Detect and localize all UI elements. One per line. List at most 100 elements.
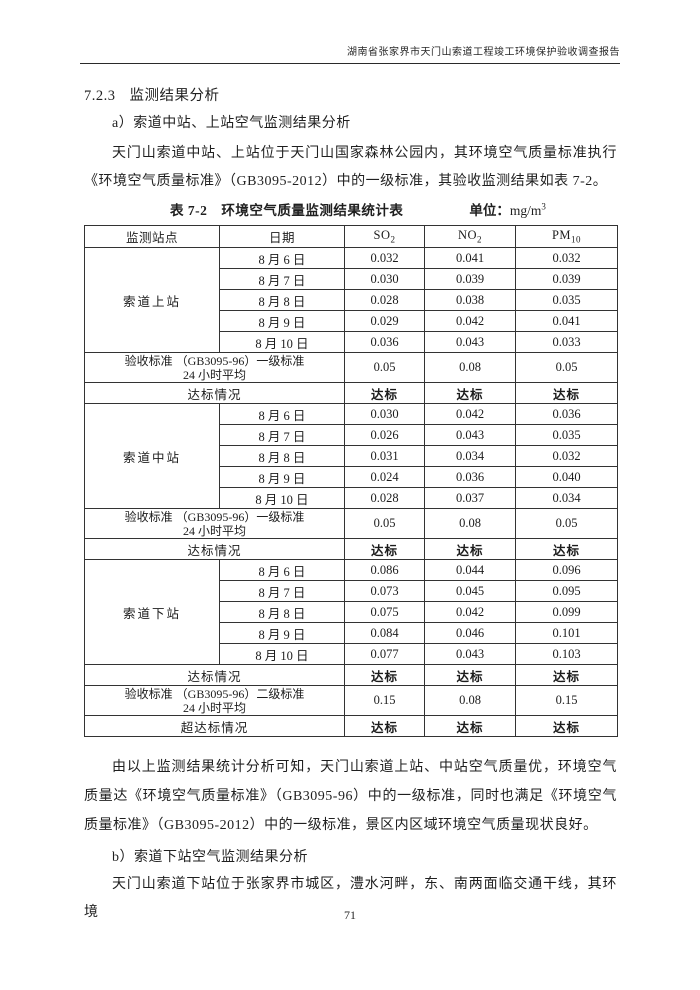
compliance-label-cell: 达标情况 [84,382,345,404]
value-cell: 0.084 [344,622,425,644]
table-row: 验收标准 （GB3095-96）二级标准 24 小时平均 0.15 0.08 0.15 [84,685,618,716]
value-cell: 0.042 [424,601,516,623]
value-cell: 0.040 [515,466,618,488]
column-header-date: 日期 [219,225,345,248]
standard-value-cell: 0.08 [424,508,516,539]
table-row: 达标情况 达标 达标 达标 [84,538,618,560]
standard-label-line2: 24 小时平均 [182,523,246,538]
standard-value-cell: 0.08 [424,685,516,716]
station-cell: 索道下站 [84,559,220,665]
value-cell: 0.041 [515,310,618,332]
value-cell: 0.030 [344,403,425,425]
value-cell: 0.035 [515,424,618,446]
value-cell: 0.037 [424,487,516,509]
table-row: 达标情况 达标 达标 达标 [84,382,618,404]
value-cell: 0.030 [344,268,425,290]
value-cell: 0.045 [424,580,516,602]
compliance-value-cell: 达标 [344,382,425,404]
date-cell: 8 月 6 日 [219,403,345,425]
standard-value-cell: 0.08 [424,352,516,383]
table-caption: 表 7-2 环境空气质量监测结果统计表 [170,203,404,218]
value-cell: 0.095 [515,580,618,602]
table-row: 8 月 8 日 0.031 0.034 0.032 [85,445,618,467]
value-cell: 0.029 [344,310,425,332]
table-row: 8 月 10 日 0.077 0.043 0.103 [85,643,618,665]
compliance-value-cell: 达标 [424,664,516,686]
date-cell: 8 月 9 日 [219,466,345,488]
value-cell: 0.046 [424,622,516,644]
station-cell: 索道中站 [84,403,220,509]
table-row: 8 月 8 日 0.075 0.042 0.099 [85,601,618,623]
value-cell: 0.043 [424,424,516,446]
section-heading: 7.2.3 监测结果分析 [84,86,617,106]
table-row: 索道上站 8 月 6 日 0.032 0.041 0.032 [84,247,618,353]
table-row: 超达标情况 达标 达标 达标 [84,715,618,737]
table-row: 8 月 9 日 0.024 0.036 0.040 [85,466,618,488]
column-header-so2: SO2 [344,225,425,248]
standard-label-line2: 24 小时平均 [182,700,246,715]
value-cell: 0.036 [424,466,516,488]
compliance-value-cell: 达标 [515,382,618,404]
value-cell: 0.024 [344,466,425,488]
value-cell: 0.031 [344,445,425,467]
compliance-value-cell: 达标 [515,538,618,560]
value-cell: 0.042 [424,310,516,332]
value-cell: 0.096 [515,559,618,581]
value-cell: 0.043 [424,331,516,353]
standard-value-cell: 0.15 [344,685,425,716]
date-cell: 8 月 8 日 [219,445,345,467]
standard-value-cell: 0.15 [515,685,618,716]
station-cell: 索道上站 [84,247,220,353]
value-cell: 0.086 [344,559,425,581]
table-unit: 单位：mg/m3 [469,199,546,219]
date-cell: 8 月 7 日 [219,424,345,446]
compliance-value-cell: 达标 [515,715,618,737]
date-cell: 8 月 10 日 [219,487,345,509]
value-cell: 0.043 [424,643,516,665]
compliance-label-cell: 达标情况 [84,538,345,560]
value-cell: 0.028 [344,487,425,509]
compliance-value-cell: 达标 [424,382,516,404]
section-title: 监测结果分析 [129,88,220,104]
date-cell: 8 月 10 日 [219,643,345,665]
value-cell: 0.039 [424,268,516,290]
compliance-value-cell: 达标 [344,664,425,686]
value-cell: 0.073 [344,580,425,602]
column-header-pm10: PM10 [515,225,618,248]
standard-label-cell: 验收标准 （GB3095-96）一级标准 24 小时平均 [84,352,345,383]
unit-label: 单位： [469,203,510,218]
table-row: 验收标准 （GB3095-96）一级标准 24 小时平均 0.05 0.08 0.05 [84,508,618,539]
standard-value-cell: 0.05 [344,352,425,383]
value-cell: 0.032 [344,247,425,269]
paragraph-c: 天门山索道下站位于张家界市城区，澧水河畔，东、南两面临交通干线，其环境 [84,877,617,920]
value-cell: 0.101 [515,622,618,644]
date-cell: 8 月 9 日 [219,310,345,332]
compliance-value-cell: 达标 [424,715,516,737]
page-content: 7.2.3 监测结果分析 a）索道中站、上站空气监测结果分析 天门山索道中站、上站… [84,80,618,927]
table-caption-row: 表 7-2 环境空气质量监测结果统计表 单位：mg/m3 [84,199,617,221]
compliance-label-cell: 达标情况 [84,664,345,686]
header-title: 湖南省张家界市天门山索道工程竣工环境保护验收调查报告 [347,47,620,58]
compliance-label-cell: 超达标情况 [84,715,345,737]
standard-value-cell: 0.05 [515,508,618,539]
paragraph-a: 天门山索道中站、上站位于天门山国家森林公园内，其环境空气质量标准执行《环境空气质… [84,146,617,189]
value-cell: 0.034 [515,487,618,509]
standard-label-line1: 验收标准 （GB3095-96）一级标准 [124,509,305,524]
table-row: 索道下站 8 月 6 日 0.086 0.044 0.096 [84,559,618,665]
value-cell: 0.099 [515,601,618,623]
column-header-station: 监测站点 [84,225,220,248]
value-cell: 0.042 [424,403,516,425]
table-row: 8 月 7 日 0.073 0.045 0.095 [85,580,618,602]
subsection-b-heading: b）索道下站空气监测结果分析 [112,850,308,865]
table-row: 8 月 9 日 0.029 0.042 0.041 [85,310,618,332]
page-header: 湖南省张家界市天门山索道工程竣工环境保护验收调查报告 [80,43,620,64]
value-cell: 0.075 [344,601,425,623]
paragraph-b: 由以上监测结果统计分析可知，天门山索道上站、中站空气质量优，环境空气质量达《环境… [84,760,617,833]
date-cell: 8 月 6 日 [219,247,345,269]
date-cell: 8 月 8 日 [219,289,345,311]
standard-label-line1: 验收标准 （GB3095-96）一级标准 [124,353,305,368]
value-cell: 0.034 [424,445,516,467]
standard-label-cell: 验收标准 （GB3095-96）二级标准 24 小时平均 [84,685,345,716]
air-quality-table: 监测站点 日期 SO2 NO2 PM10 索道上站 8 月 6 日 0.032 0.0… [84,225,618,737]
